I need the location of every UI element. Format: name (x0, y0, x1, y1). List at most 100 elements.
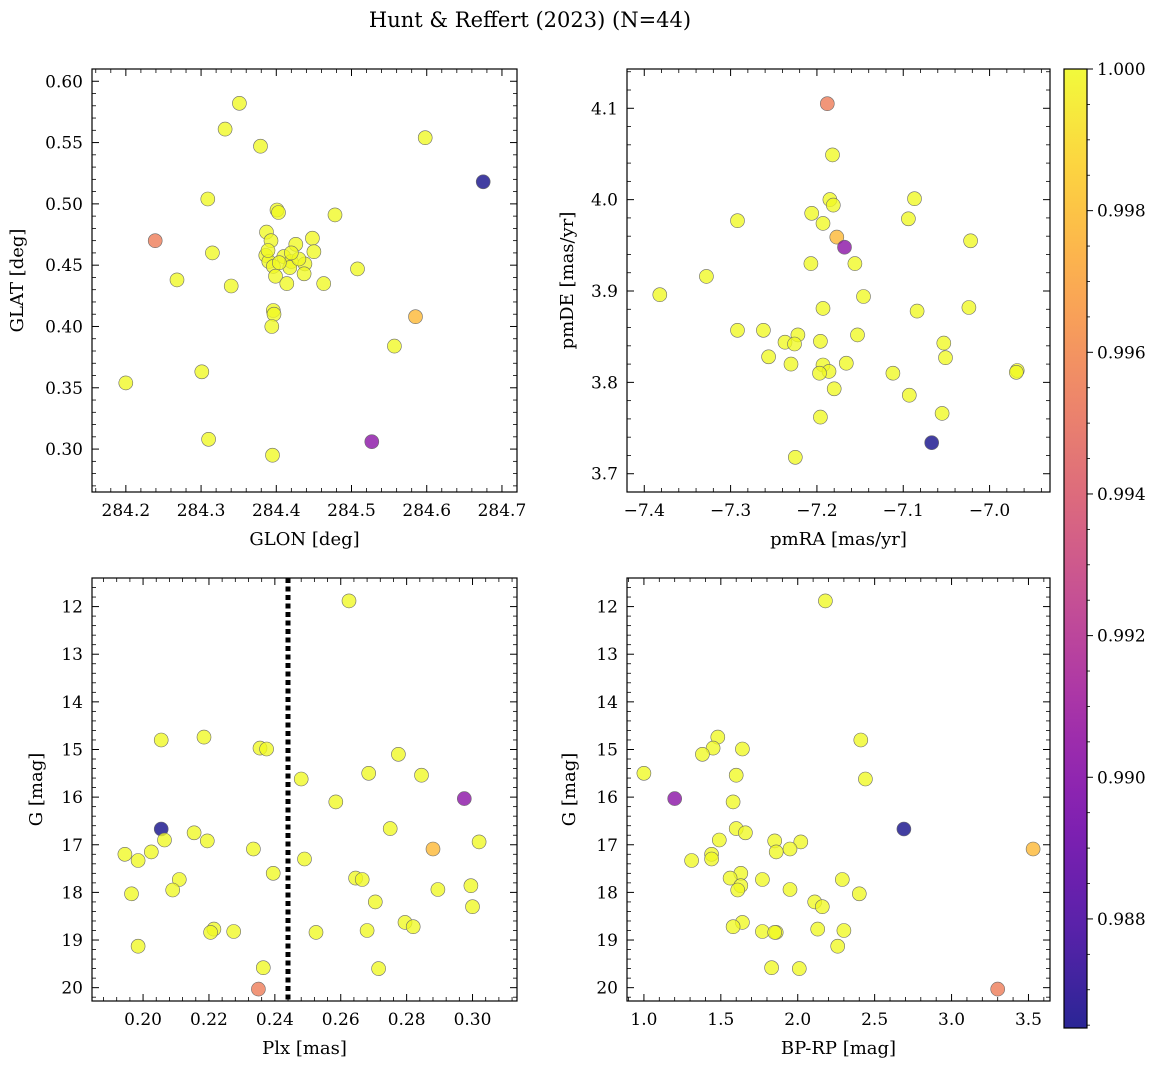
colorbar-tick-label: 0.996 (1097, 343, 1146, 363)
data-point (387, 338, 402, 354)
data-point (834, 872, 850, 887)
y-tick-label: 12 (61, 598, 83, 618)
data-point (812, 365, 827, 381)
data-point (725, 794, 741, 810)
data-point (783, 356, 799, 372)
data-point (1008, 364, 1024, 380)
colorbar-tick-label: 0.988 (1097, 910, 1146, 930)
x-axis-label: Plx [mas] (262, 1038, 347, 1059)
x-tick-label: 0.28 (388, 1010, 426, 1030)
data-point (730, 322, 745, 338)
data-point (782, 841, 798, 857)
data-point (804, 206, 820, 221)
colorbar: 0.988 0.990 0.992 0.994 0.996 0.998 1.000 (1063, 60, 1146, 1029)
y-tick-label: 0.50 (45, 195, 83, 215)
y-tick-label: 16 (596, 788, 618, 808)
data-point (364, 434, 380, 450)
data-point (283, 245, 299, 261)
data-point (279, 276, 295, 291)
data-point (934, 406, 950, 421)
figure-title: Hunt & Reffert (2023) (N=44) (369, 8, 691, 32)
data-point (901, 211, 916, 227)
panels: 284.2 284.3 284.4 284.5 284.6 284.7 0.30 0.35 0.… (7, 68, 1051, 1059)
data-point (819, 96, 835, 111)
data-point (853, 732, 869, 748)
data-point (699, 269, 714, 284)
data-point (963, 233, 978, 249)
data-point (456, 791, 472, 806)
x-tick-label: 0.26 (322, 1010, 360, 1030)
y-tick-label: 4.1 (591, 99, 618, 119)
data-points (117, 593, 487, 997)
data-point (711, 832, 727, 848)
axes-frame (626, 577, 1051, 1002)
x-tick-label: −7.3 (710, 501, 751, 521)
data-point (201, 431, 216, 447)
data-point (850, 327, 865, 343)
data-point (851, 886, 867, 902)
y-tick-label: 19 (61, 931, 83, 951)
data-point (652, 287, 668, 303)
data-point (226, 924, 241, 939)
data-point (297, 851, 312, 867)
data-point (293, 771, 309, 787)
colorbar-tick-label: 1.000 (1097, 60, 1146, 80)
scatter-panel-4: 1.0 1.5 2.0 2.5 3.0 3.5 12 13 14 15 16 17 18 19 20 BP-R… (559, 577, 1051, 1059)
data-point (471, 834, 487, 850)
data-point (936, 335, 952, 351)
data-point (359, 923, 375, 938)
data-point (735, 741, 750, 757)
data-point (350, 261, 365, 277)
data-point (417, 130, 433, 145)
y-tick-label: 13 (596, 645, 618, 665)
data-point (186, 825, 202, 841)
data-point (194, 364, 210, 380)
data-points (118, 96, 491, 463)
data-point (730, 213, 745, 228)
y-axis-label: pmDE [mas/yr] (557, 212, 578, 350)
x-tick-label: 284.2 (102, 501, 151, 521)
y-tick-label: 15 (596, 740, 618, 760)
data-point (636, 765, 652, 781)
data-point (813, 333, 828, 349)
data-point (825, 197, 841, 213)
data-point (316, 276, 332, 291)
data-point (425, 841, 441, 857)
y-tick-label: 18 (596, 883, 618, 903)
data-point (836, 923, 852, 938)
data-point (896, 821, 912, 837)
x-tick-label: 2.0 (784, 1010, 811, 1030)
data-point (260, 243, 276, 258)
data-point (856, 289, 871, 304)
axes-frame (91, 68, 518, 493)
data-point (767, 925, 783, 940)
data-point (217, 121, 233, 137)
axes-frame (626, 68, 1051, 493)
colorbar-tick-label: 0.994 (1097, 485, 1146, 505)
y-tick-label: 12 (596, 598, 618, 618)
data-point (756, 322, 771, 338)
data-point (829, 229, 845, 245)
data-point (200, 191, 216, 207)
x-axis-label: GLON [deg] (249, 529, 359, 550)
data-point (782, 882, 798, 897)
x-tick-label: −7.2 (796, 501, 837, 521)
data-point (147, 233, 163, 248)
data-point (296, 266, 312, 282)
y-axis-label: G [mag] (559, 753, 580, 826)
x-tick-label: 284.4 (252, 501, 301, 521)
x-tick-label: 2.5 (861, 1010, 888, 1030)
y-tick-label: 18 (61, 883, 83, 903)
data-point (728, 767, 744, 783)
data-point (205, 245, 220, 261)
y-tick-label: 17 (596, 836, 618, 856)
data-point (901, 387, 917, 403)
y-tick-label: 14 (596, 693, 618, 713)
data-point (367, 894, 383, 910)
data-point (265, 447, 280, 463)
y-tick-label: 17 (61, 836, 83, 856)
data-point (124, 886, 139, 902)
x-axis-label: pmRA [mas/yr] (770, 529, 907, 550)
data-point (990, 981, 1006, 997)
